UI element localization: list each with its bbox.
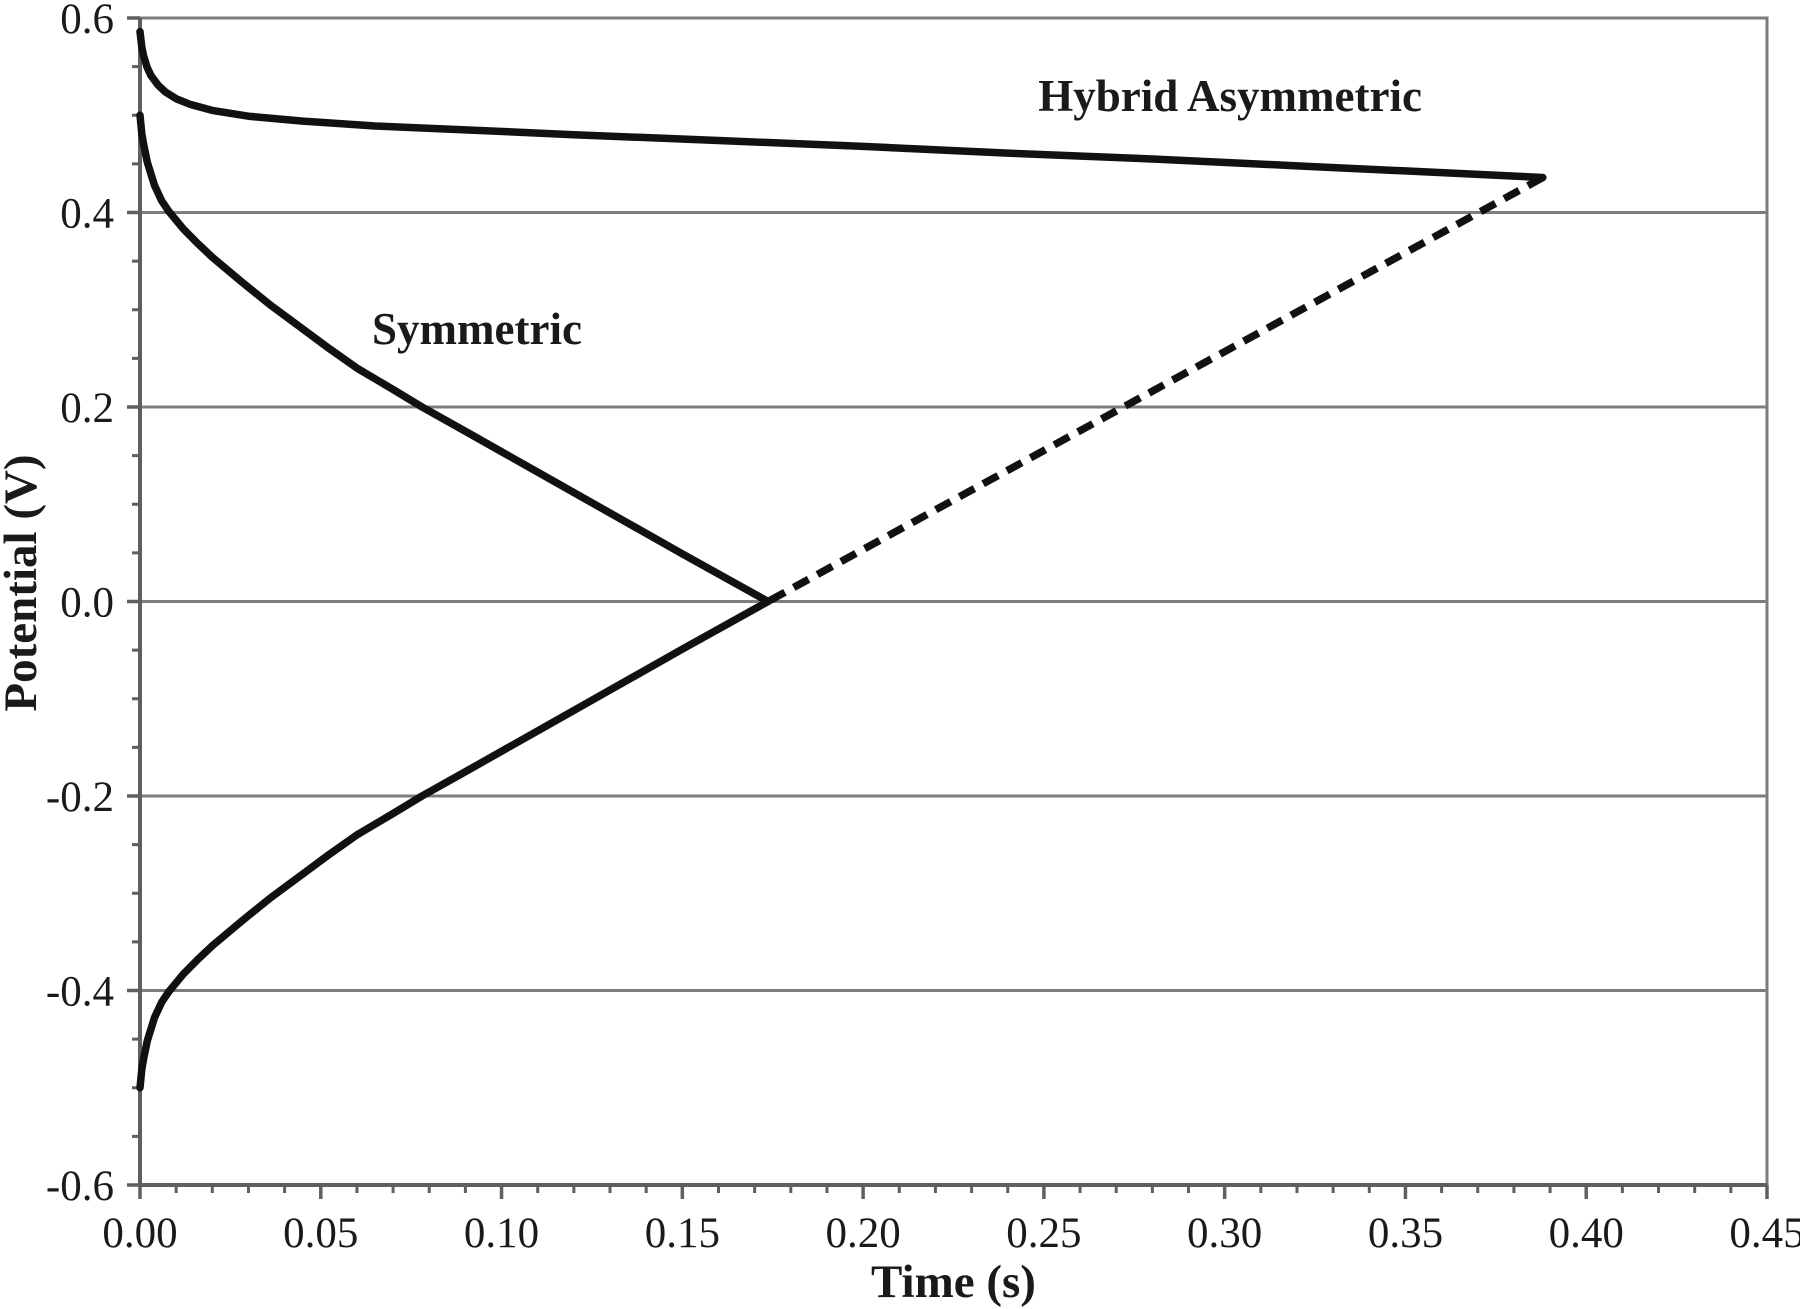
x-axis-title: Time (s) [871,1256,1036,1308]
series-symmetric-positive-electrode [136,111,772,606]
x-tick-label: 0.40 [1549,1210,1624,1257]
x-tick-label: 0.45 [1729,1210,1800,1257]
x-tick-label: 0.30 [1187,1210,1262,1257]
series-hybrid-asymmetric-return-dashed [766,174,1545,605]
y-tick-label: 0.2 [60,385,114,432]
y-tick-label: -0.2 [46,774,114,821]
curve-label-symmetric: Symmetric [372,304,582,354]
x-tick-label: 0.05 [283,1210,358,1257]
series-symmetric-negative-electrode [136,597,772,1092]
axis-layer [127,16,1769,1199]
y-tick-label: 0.6 [60,0,114,43]
series-layer [136,27,1547,1092]
x-tick-label: 0.25 [1006,1210,1081,1257]
x-tick-label: 0.15 [645,1210,720,1257]
y-tick-label: -0.4 [46,969,114,1016]
y-axis-title: Potential (V) [0,454,47,711]
series-hybrid-asymmetric-discharge [136,27,1547,182]
y-tick-label: -0.6 [46,1163,114,1210]
x-tick-label: 0.10 [464,1210,539,1257]
curve-label-hybrid-asymmetric: Hybrid Asymmetric [1038,71,1422,121]
y-tick-label: 0.4 [60,191,114,238]
x-tick-label: 0.35 [1368,1210,1443,1257]
x-tick-label: 0.00 [102,1210,177,1257]
y-tick-label: 0.0 [60,580,114,627]
grid-layer [138,16,1769,1187]
x-tick-label: 0.20 [825,1210,900,1257]
